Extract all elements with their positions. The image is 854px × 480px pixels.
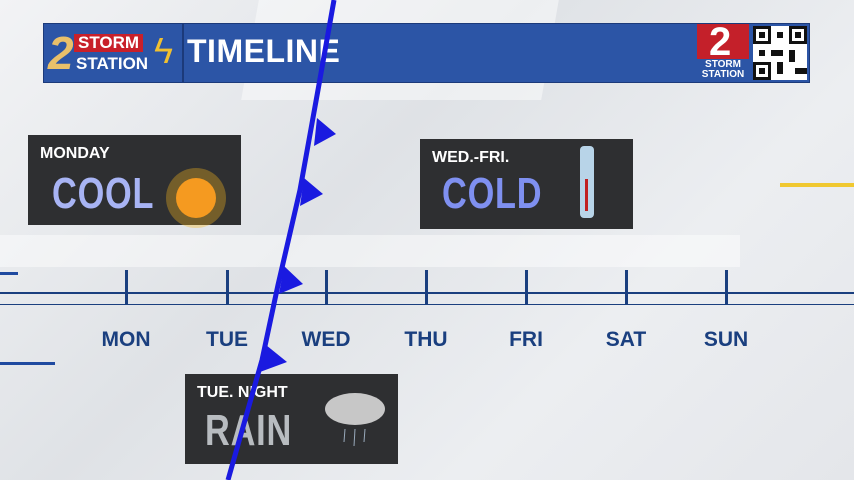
day-label: FRI xyxy=(509,328,543,351)
logo-station: STATION xyxy=(76,54,149,73)
corner-logo: 2 STORM STATION xyxy=(697,20,749,82)
page-title: TIMELINE xyxy=(187,33,341,69)
day-label: THU xyxy=(404,328,448,351)
front-triangle xyxy=(300,178,323,206)
card-monday: MONDAY COOL xyxy=(28,135,241,228)
card-label: WED.-FRI. xyxy=(432,149,510,166)
day-label: MON xyxy=(101,328,151,351)
front-triangle xyxy=(314,118,336,146)
tick-fri xyxy=(525,270,528,305)
corner-logo-number: 2 xyxy=(709,20,732,64)
header-bar: 2 STORM STATION ϟ TIMELINE 2 STORM STATI… xyxy=(43,20,810,83)
background-band xyxy=(0,235,740,267)
day-label: SAT xyxy=(605,328,647,351)
front-triangle xyxy=(279,266,303,294)
lightning-icon: ϟ xyxy=(154,30,174,71)
tick-mon xyxy=(125,270,128,305)
card-condition: COOL xyxy=(52,169,155,218)
tick-wed xyxy=(325,270,328,305)
front-triangle xyxy=(260,345,287,372)
accent-line xyxy=(0,362,55,365)
corner-logo-text: STORM STATION xyxy=(701,59,745,80)
card-tue-night: TUE. NIGHT RAIN xyxy=(185,374,398,464)
logo-storm: STORM xyxy=(74,34,144,52)
card-condition: COLD xyxy=(442,169,543,218)
card-wed-fri: WED.-FRI. COLD xyxy=(420,139,633,229)
day-label: WED xyxy=(301,328,351,351)
accent-line-yellow xyxy=(780,183,854,187)
accent-line xyxy=(0,272,18,275)
tick-thu xyxy=(425,270,428,305)
rain-cloud-icon xyxy=(325,393,385,447)
tick-sun xyxy=(725,270,728,305)
card-label: MONDAY xyxy=(40,145,110,162)
tick-sat xyxy=(625,270,628,305)
day-label: SUN xyxy=(703,328,749,351)
sun-icon xyxy=(166,168,226,228)
thermometer-icon xyxy=(580,146,594,218)
day-label: TUE xyxy=(206,328,248,351)
logo-number: 2 xyxy=(48,27,74,79)
qr-code-icon[interactable] xyxy=(753,26,807,80)
card-label: TUE. NIGHT xyxy=(197,384,288,401)
tick-tue xyxy=(226,270,229,305)
storm-station-logo: 2 STORM STATION ϟ xyxy=(44,24,184,82)
